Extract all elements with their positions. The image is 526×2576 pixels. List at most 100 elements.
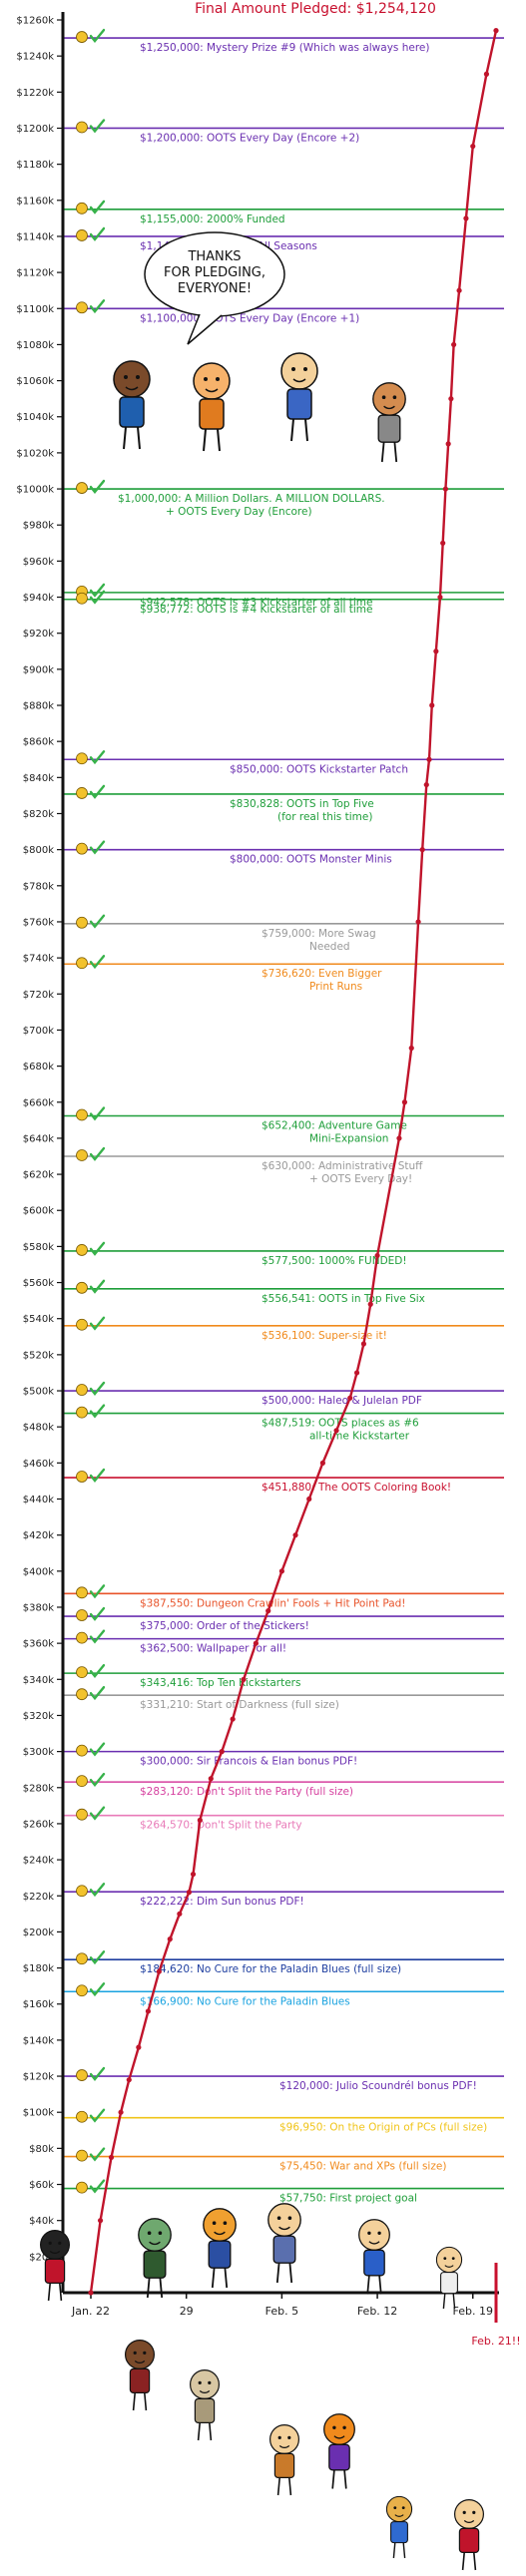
coin-icon <box>76 1952 88 1965</box>
y-tick-label: $900k <box>23 664 54 675</box>
pledge-point <box>208 1776 214 1782</box>
goblin-character-mouth <box>149 2241 161 2246</box>
chart-title: Final Amount Pledged: $1,254,120 <box>195 1 436 17</box>
goal-label: $451,880: The OOTS Coloring Book! <box>262 1482 451 1494</box>
kobold-character <box>323 2413 355 2489</box>
goal-label: $96,950: On the Origin of PCs (full size… <box>279 2122 487 2134</box>
checkmark-icon <box>89 840 106 855</box>
coin-icon <box>76 1244 88 1256</box>
merchant-character-mouth <box>278 2444 290 2448</box>
coin-icon <box>76 1586 88 1599</box>
goal-label: $1,155,000: 2000% Funded <box>140 214 285 225</box>
ghost-character-eye-right <box>208 2380 212 2384</box>
y-tick-label: $760k <box>23 917 54 928</box>
goal-label-line2: + OOTS Every Day (Encore) <box>166 506 312 518</box>
checkmark-icon <box>89 1772 106 1788</box>
goal-label: $57,750: First project goal <box>279 2193 417 2205</box>
y-tick-label: $600k <box>23 1206 54 1217</box>
pledge-point <box>136 2044 142 2050</box>
y-tick-label: $960k <box>23 557 54 568</box>
pledge-point <box>353 1370 360 1376</box>
y-tick-label: $60k <box>29 2180 54 2191</box>
speech-bubble: THANKS FOR PLEDGING, EVERYONE! <box>144 231 285 345</box>
bard-character-eye-left <box>291 367 295 371</box>
speech-bubble-line: EVERYONE! <box>178 281 252 296</box>
cleric-character-head <box>203 2208 237 2242</box>
pledge-point <box>360 1341 367 1347</box>
cleric-character-eye-left <box>212 2221 217 2225</box>
goblin-character-eye-right <box>158 2231 163 2235</box>
coin-icon <box>76 1808 88 1821</box>
pledge-point <box>177 1911 183 1917</box>
goal-label: $75,450: War and XPs (full size) <box>279 2161 446 2173</box>
goblin-character-eye-left <box>147 2231 152 2235</box>
y-tick-label: $1060k <box>16 376 54 387</box>
ghost-character-mouth <box>199 2389 211 2393</box>
goal-label: $387,550: Dungeon Crawlin' Fools + Hit P… <box>140 1597 406 1609</box>
y-tick-label: $460k <box>23 1459 54 1470</box>
ranger-character-leg-right <box>217 428 221 452</box>
y-tick-label: $1100k <box>16 304 54 315</box>
y-tick-label: $40k <box>29 2216 54 2227</box>
checkmark-icon <box>89 914 106 929</box>
red-robed-character-leg-left <box>461 2552 465 2571</box>
y-tick-label: $1080k <box>16 340 54 351</box>
goal-label-line2: Mini-Expansion <box>309 1133 388 1145</box>
kid-character-body <box>440 2272 458 2295</box>
checkmark-icon <box>89 1883 106 1898</box>
merchant-character-eye-left <box>277 2435 281 2439</box>
coin-icon <box>76 121 88 134</box>
goblin-character-leg-right <box>159 2278 164 2299</box>
tall-character-eye-left <box>133 2351 137 2355</box>
pledge-point <box>433 648 439 654</box>
warrior-character-eye-left <box>367 2231 371 2235</box>
pledge-point <box>451 341 457 348</box>
merchant-character-leg-right <box>288 2477 292 2496</box>
dwarf-character-eye-left <box>381 395 386 399</box>
y-tick-label: $1220k <box>16 88 54 99</box>
y-tick-label: $380k <box>23 1602 54 1613</box>
pledge-point <box>456 287 462 293</box>
dwarf-character <box>372 382 406 463</box>
ranger-character-eye-right <box>216 377 220 381</box>
ghost-character-leg-left <box>197 2422 201 2441</box>
checkmark-icon <box>89 2066 106 2081</box>
ranger-character-mouth <box>205 388 219 393</box>
y-tick-label: $420k <box>23 1530 54 1541</box>
red-robed-character-leg-right <box>473 2552 477 2571</box>
checkmark-icon <box>89 1316 106 1331</box>
checkmark-icon <box>89 200 106 215</box>
y-tick-label: $260k <box>23 1819 54 1830</box>
y-tick-label: $300k <box>23 1747 54 1758</box>
goal-label: $556,541: OOTS in Top Five Six <box>262 1293 425 1305</box>
y-tick-label: $320k <box>23 1711 54 1722</box>
lizard-character-body <box>390 2521 408 2544</box>
goal-label: $652,400: Adventure Game <box>262 1120 407 1132</box>
y-tick-label: $720k <box>23 990 54 1001</box>
checkmark-icon <box>89 1279 106 1294</box>
checkmark-icon <box>89 1404 106 1419</box>
y-tick-label: $1200k <box>16 124 54 135</box>
red-robed-character-eye-left <box>462 2510 466 2514</box>
pledge-point <box>367 1301 373 1307</box>
y-tick-label: $1160k <box>16 196 54 207</box>
cast-illustration <box>39 352 485 2571</box>
tall-character-head <box>124 2339 156 2370</box>
kobold-character-leg-left <box>331 2469 335 2489</box>
checkmark-icon <box>89 1606 106 1621</box>
pledge-point <box>108 2154 115 2161</box>
goal-label-line2: + OOTS Every Day! <box>309 1173 412 1185</box>
bard-character-eye-right <box>303 367 307 371</box>
y-tick-label: $200k <box>23 1928 54 1938</box>
checkmark-icon <box>89 1106 106 1121</box>
goblin-character-leg-left <box>146 2278 151 2299</box>
coin-icon <box>76 202 88 215</box>
lizard-character-eye-left <box>393 2506 397 2509</box>
checkmark-icon <box>89 1629 106 1644</box>
x-tick-label: Feb. 12 <box>357 2305 397 2318</box>
goal-label-line2: (for real this time) <box>277 811 372 823</box>
checkmark-icon <box>89 1468 106 1483</box>
paladin-character-leg-right <box>288 2263 293 2284</box>
fighter-character-leg-left <box>123 426 127 450</box>
coin-icon <box>76 1318 88 1331</box>
